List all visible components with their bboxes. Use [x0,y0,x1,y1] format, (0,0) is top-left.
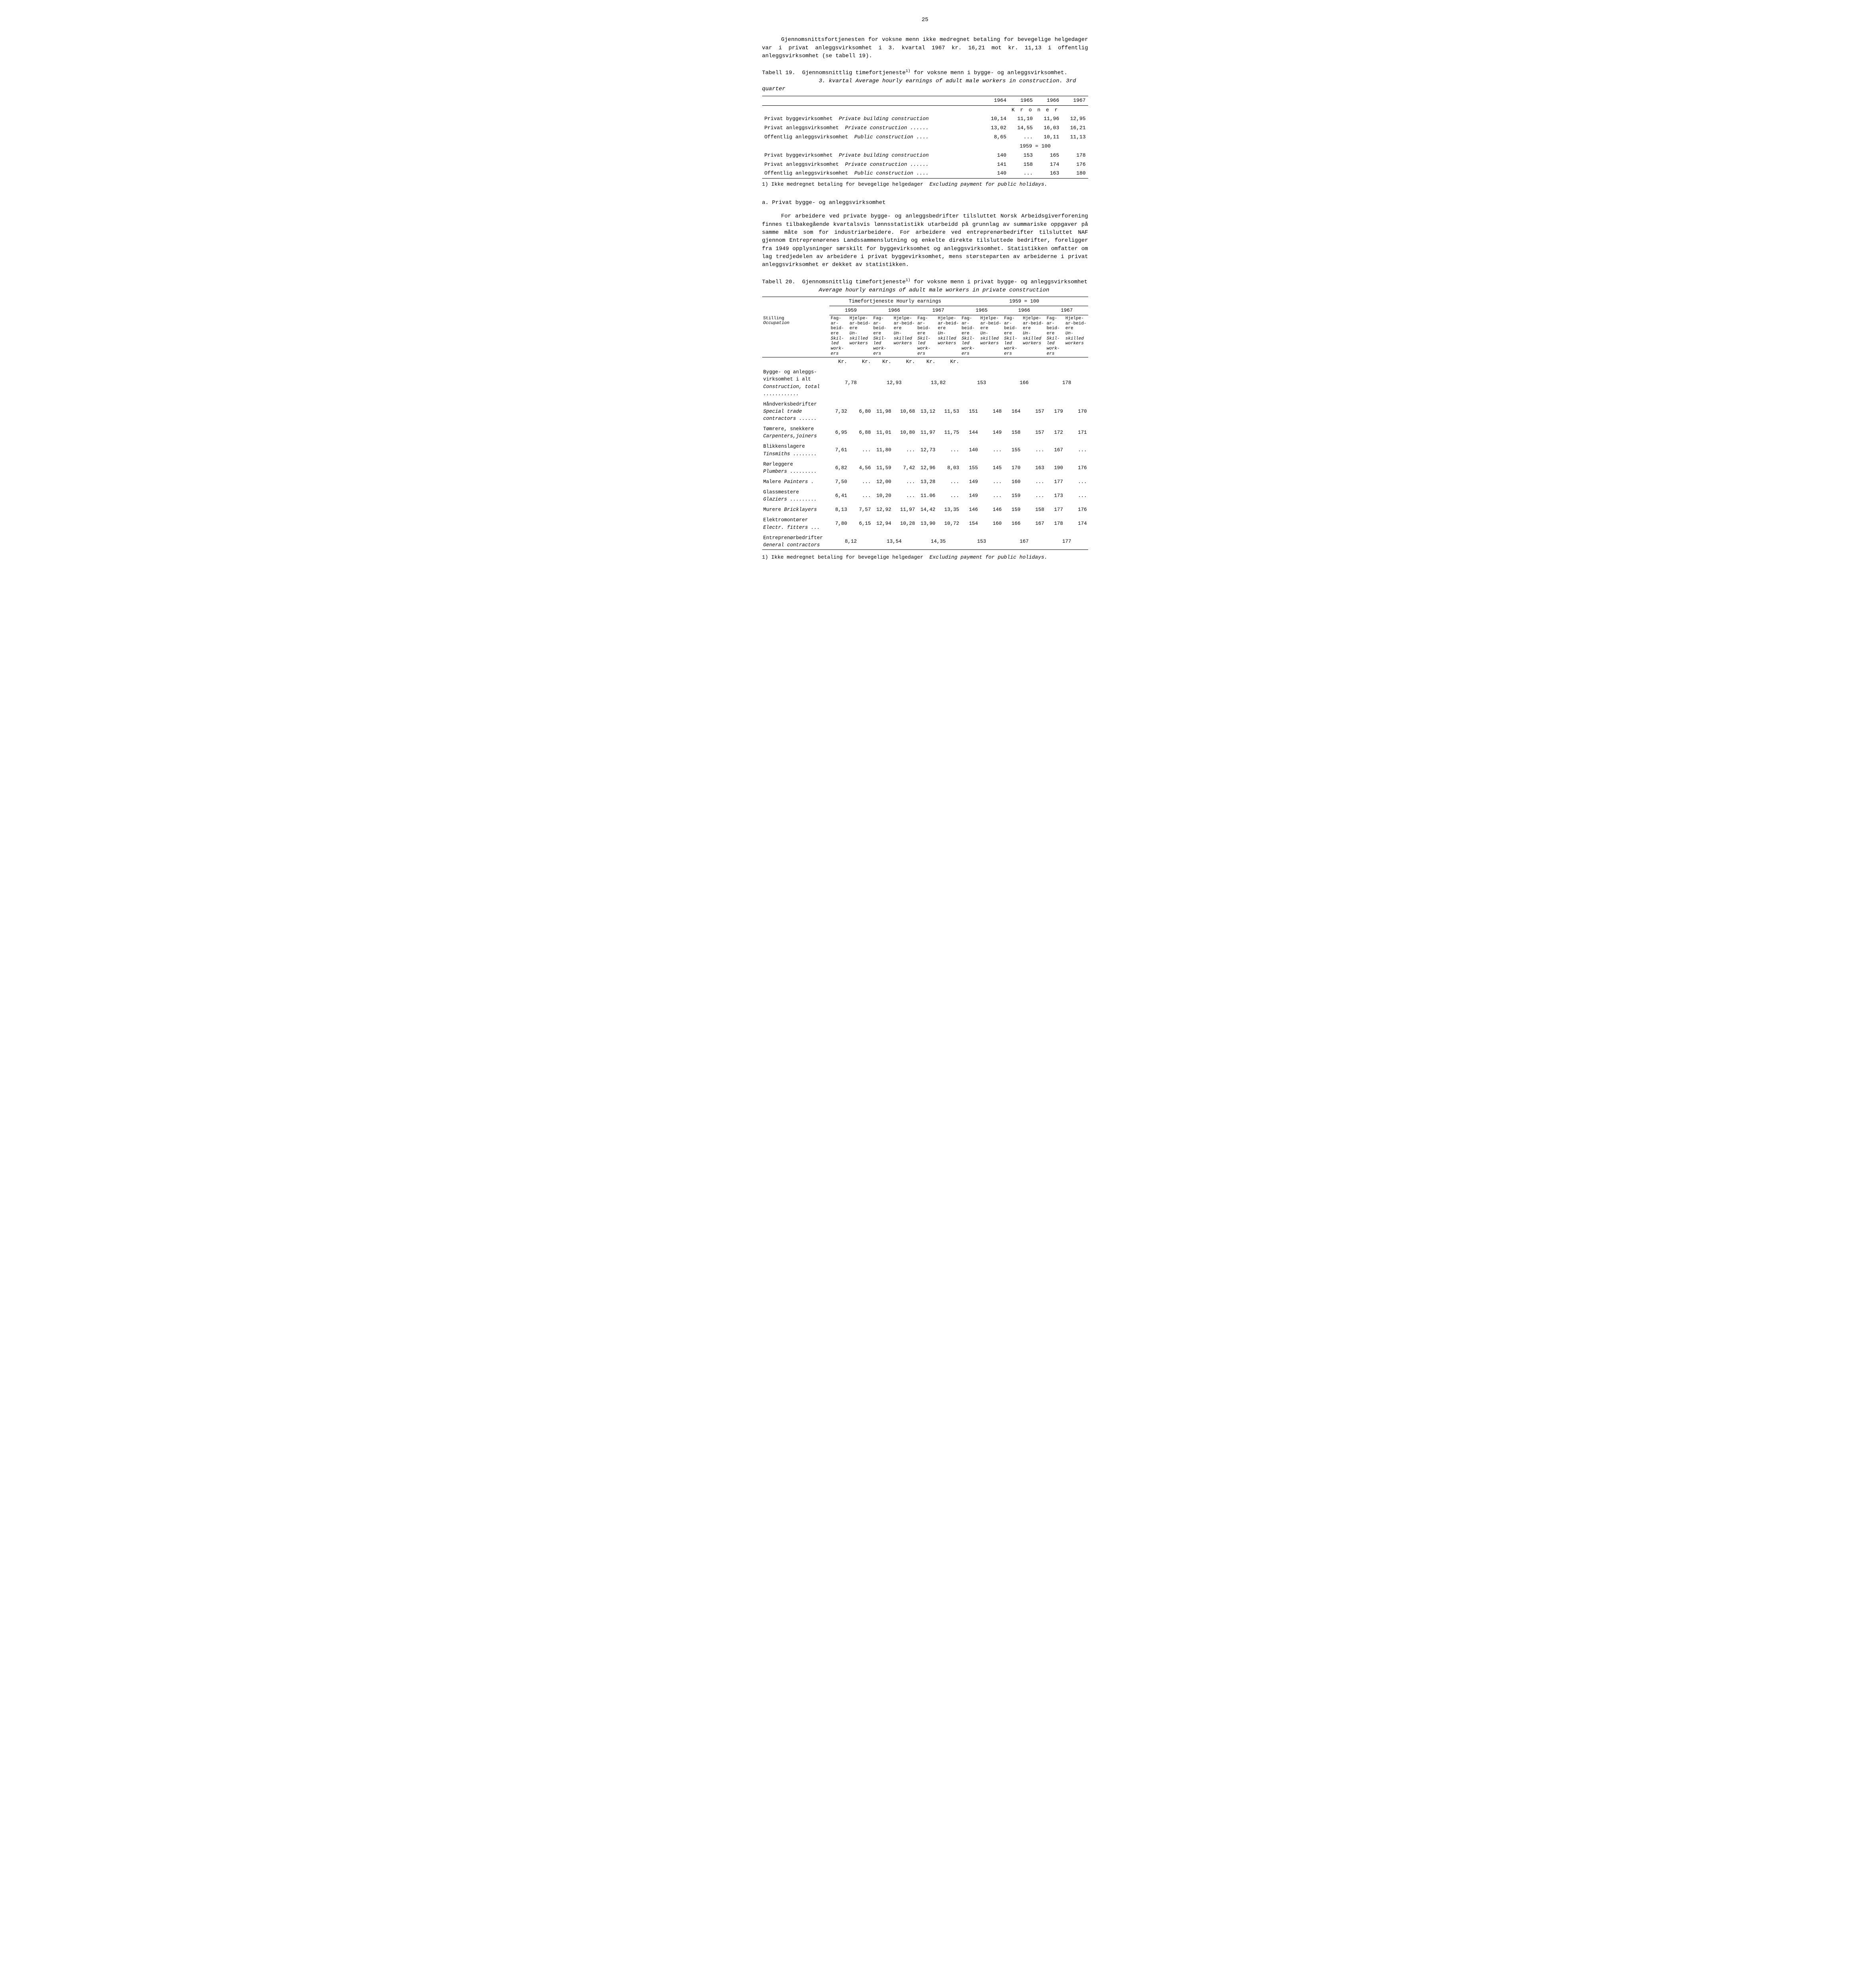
table-row: BlikkenslagereTinsmiths ........7,61...1… [762,441,1088,458]
table20-caption: Tabell 20. Gjennomsnittlig timefortjenes… [762,278,1088,294]
kr-row: Kr.Kr. Kr.Kr. Kr.Kr. [762,357,1088,367]
table19-title-rest: for voksne menn i bygge- og anleggsvirks… [910,70,1068,76]
table19-title-main: Gjennomsnittlig timefortjeneste [802,70,905,76]
table19: 1964 1965 1966 1967 K r o n e r Privat b… [762,96,1088,179]
section-a-head: a. Privat bygge- og anleggsvirksomhet [762,199,1088,207]
table20-number: Tabell 20. [762,279,796,285]
table-row: Privat anleggsvirksomhet Private constru… [762,160,1088,169]
t20-group2: 1959 = 100 [960,297,1088,306]
table20-sup: 1) [906,278,910,283]
table19-subtitle: 3. kvartal Average hourly earnings of ad… [762,78,1076,92]
t19-index: 1959 = 100 [982,142,1088,151]
t19-y0: 1964 [982,96,1009,105]
table-row: GlassmestereGlaziers .........6,41...10,… [762,486,1088,504]
table19-number: Tabell 19. [762,70,796,76]
table-row: Privat anleggsvirksomhet Private constru… [762,124,1088,133]
table-row: ElektromontørerElectr. fitters ...7,806,… [762,514,1088,532]
table-row: Bygge- og anleggs-virksomhet i altConstr… [762,366,1088,398]
table-row: Malere Painters .7,50...12,00...13,28...… [762,476,1088,486]
t19-unit: K r o n e r [982,105,1088,115]
table-row: Tømrere, snekkereCarpenters,joiners6,956… [762,423,1088,441]
t20-group1: Timefortjeneste Hourly earnings [829,297,960,306]
table19-footnote: 1) Ikke medregnet betaling for bevegelig… [762,181,1088,188]
table20: Timefortjeneste Hourly earnings 1959 = 1… [762,297,1088,551]
table20-title-main: Gjennomsnittlig timefortjeneste [802,279,905,285]
table-row: Offentlig anleggsvirksomhet Public const… [762,133,1088,142]
t19-y2: 1966 [1035,96,1062,105]
page-number: 25 [762,16,1088,24]
table20-title-rest: for voksne menn i privat bygge- og anleg… [910,279,1087,285]
table-row: HåndverksbedrifterSpecial trade contract… [762,398,1088,423]
table-row: RørleggerePlumbers .........6,824,5611,5… [762,458,1088,476]
table20-subtitle: Average hourly earnings of adult male wo… [819,287,1049,293]
section-a-paragraph: For arbeidere ved private bygge- og anle… [762,212,1088,269]
table-row: Privat byggevirksomhet Private building … [762,115,1088,124]
table-row: Offentlig anleggsvirksomhet Public const… [762,169,1088,178]
table19-caption: Tabell 19. Gjennomsnittlig timefortjenes… [762,69,1088,93]
table-row: Privat byggevirksomhet Private building … [762,151,1088,160]
table-row: EntreprenørbedrifterGeneral contractors8… [762,532,1088,550]
t19-y1: 1965 [1009,96,1035,105]
table19-sup: 1) [906,69,910,74]
table-row: Murere Bricklayers8,137,5712,9211,9714,4… [762,504,1088,514]
t19-y3: 1967 [1062,96,1088,105]
table20-footnote: 1) Ikke medregnet betaling for bevegelig… [762,554,1088,561]
intro-paragraph: Gjennomsnittsfortjenesten for voksne men… [762,36,1088,60]
